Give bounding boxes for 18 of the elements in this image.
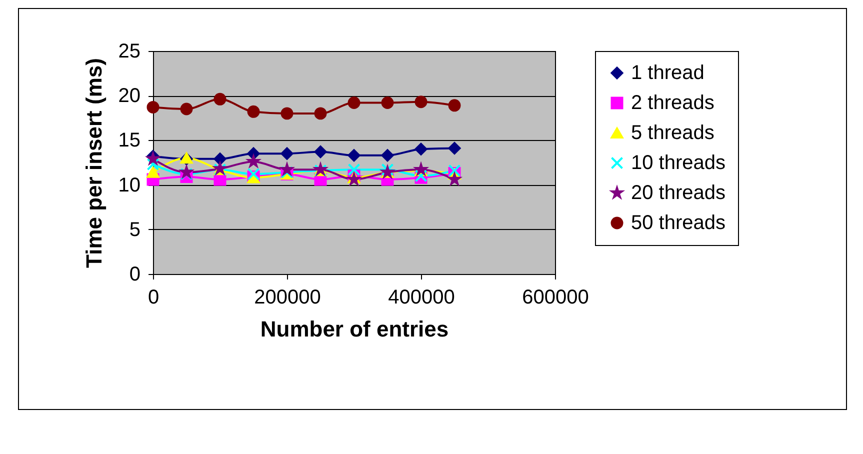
y-tick-label: 15 bbox=[118, 130, 140, 152]
x-tick-label: 400000 bbox=[388, 286, 455, 308]
legend-label: 20 threads bbox=[631, 182, 726, 204]
legend-label: 10 threads bbox=[631, 152, 726, 174]
x-tick-label: 600000 bbox=[522, 286, 589, 308]
y-tick-label: 0 bbox=[129, 264, 140, 286]
legend-label: 5 threads bbox=[631, 122, 714, 144]
y-tick-label: 5 bbox=[129, 218, 140, 241]
legend-label: 1 thread bbox=[631, 62, 704, 84]
x-tick-label: 200000 bbox=[254, 286, 321, 308]
legend-label: 50 threads bbox=[631, 212, 726, 234]
y-tick-label: 10 bbox=[118, 174, 140, 196]
x-tick-label: 0 bbox=[148, 286, 160, 308]
y-axis-title: Time per insert (ms) bbox=[81, 58, 106, 268]
x-axis-title: Number of entries bbox=[260, 316, 449, 342]
legend-label: 2 threads bbox=[631, 92, 714, 114]
y-tick-label: 20 bbox=[118, 85, 140, 108]
y-tick-label: 25 bbox=[118, 40, 140, 62]
